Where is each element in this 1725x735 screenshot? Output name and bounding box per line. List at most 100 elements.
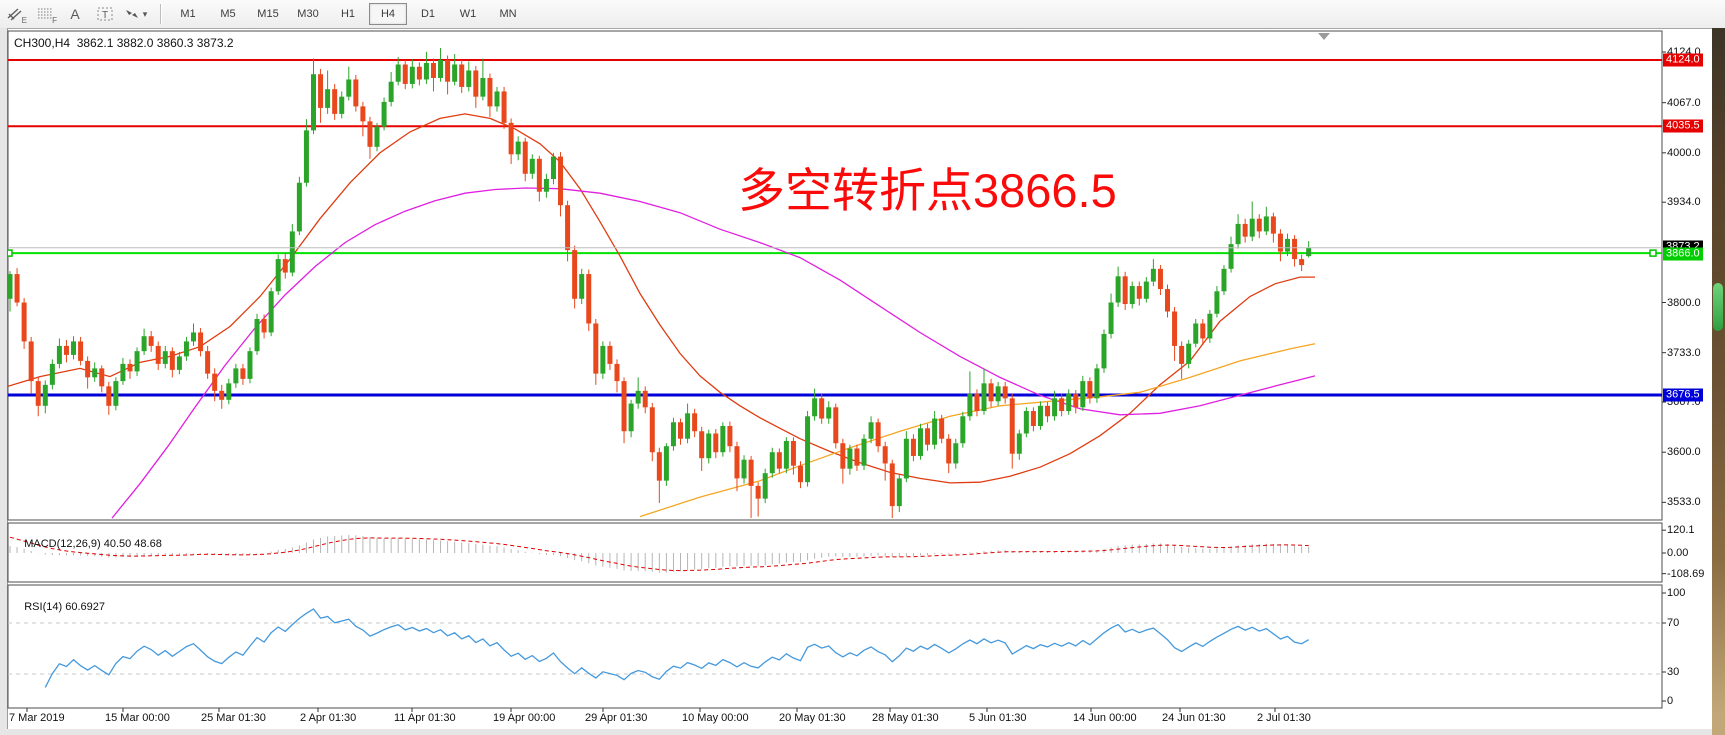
candle-up (1306, 247, 1312, 257)
tool-subscript: F (52, 16, 57, 25)
hline-handle[interactable] (6, 249, 13, 257)
candle-down (282, 259, 288, 273)
timeframe-button-m5[interactable]: M5 (220, 8, 236, 20)
candle-down (939, 418, 945, 439)
candle-down (755, 485, 761, 499)
candle-up (8, 274, 13, 299)
timeframe-button-h4[interactable]: H4 (369, 3, 407, 25)
rsi-value: 60.6927 (65, 601, 105, 613)
toolbar-separator (160, 4, 162, 24)
candle-up (1066, 393, 1072, 412)
candle-down (78, 341, 84, 361)
candle-up (339, 96, 345, 114)
candle-down (776, 452, 782, 469)
candle-down (854, 448, 860, 466)
candle-up (896, 478, 902, 507)
price-axis-label: 3934.0 (1667, 196, 1701, 209)
candle-up (1235, 223, 1241, 245)
rsi-chart (8, 608, 1662, 688)
candle-down (833, 407, 839, 444)
candle-up (1249, 218, 1255, 237)
arrow-tools-button[interactable]: ▾ (121, 2, 149, 26)
date-axis-label: 11 Apr 01:30 (394, 712, 456, 724)
candle-down (946, 438, 952, 464)
candle-up (826, 407, 832, 419)
candle-up (543, 179, 549, 192)
date-axis-label: 10 May 00:00 (682, 712, 749, 724)
candle-down (1122, 276, 1128, 305)
candle-up (176, 356, 182, 370)
candle-up (494, 91, 500, 107)
candle-down (882, 446, 888, 464)
macd-axis-label: 0.00 (1667, 547, 1689, 559)
candle-down (607, 345, 613, 364)
candle-down (99, 368, 105, 387)
rsi-axis-label: 70 (1667, 617, 1680, 629)
timeframe-button-mn[interactable]: MN (499, 8, 517, 20)
candle-up (388, 81, 394, 102)
hline-handle[interactable] (1649, 249, 1657, 257)
candle-down (212, 373, 218, 391)
candle-down (734, 446, 740, 479)
timeframe-button-w1[interactable]: W1 (459, 8, 477, 20)
candle-down (35, 381, 41, 406)
candle-up (466, 70, 472, 87)
right-edge-scrollbar[interactable] (1712, 28, 1725, 735)
candle-down (508, 122, 514, 155)
candle-down (565, 205, 571, 251)
rsi-axis-label: 100 (1667, 587, 1686, 599)
scrollbar-thumb[interactable] (1713, 283, 1723, 331)
candle-up (191, 332, 197, 342)
timeframe-button-m15[interactable]: M15 (257, 8, 279, 20)
candle-down (925, 428, 931, 445)
candle-down (797, 465, 803, 483)
macd-chart (9, 534, 1310, 573)
candle-down (332, 89, 338, 114)
timeframe-button-m1[interactable]: M1 (180, 8, 196, 20)
candle-up (995, 386, 1001, 402)
arrow-tools-icon (125, 10, 138, 18)
candle-up (720, 426, 726, 453)
candle-down (889, 463, 895, 507)
date-axis-label: 7 Mar 2019 (9, 712, 65, 724)
candle-up (1214, 291, 1220, 314)
candle-up (56, 345, 62, 364)
candle-up (600, 345, 606, 374)
ma-fast-red (8, 113, 1315, 484)
candle-down (360, 106, 366, 122)
timeframe-button-h1[interactable]: H1 (340, 8, 356, 20)
chart-shift-marker-icon[interactable] (1318, 33, 1330, 40)
equidistant-channel-button[interactable]: E (1, 2, 29, 26)
candle-down (748, 459, 754, 486)
candle-up (480, 77, 486, 97)
fibonacci-retracement-button[interactable]: F (31, 2, 59, 26)
candle-up (120, 363, 126, 382)
candle-up (310, 74, 316, 131)
text-label-button[interactable]: A (61, 2, 89, 26)
candle-up (769, 452, 775, 474)
timeframe-button-d1[interactable]: D1 (420, 8, 436, 20)
candle-up (42, 384, 48, 406)
candle-up (1193, 323, 1199, 344)
date-axis-label: 15 Mar 00:00 (105, 712, 170, 724)
timeframe-button-m30[interactable]: M30 (297, 8, 319, 20)
candle-down (1277, 233, 1283, 252)
candle-up (967, 393, 973, 417)
candle-down (692, 413, 698, 432)
candle-up (741, 459, 747, 479)
text-box-button[interactable]: T (91, 2, 119, 26)
candle-up (861, 438, 867, 466)
candle-down (678, 422, 684, 439)
ma-slow-magenta (111, 187, 1316, 519)
candle-down (1292, 238, 1298, 260)
candle-down (416, 66, 422, 80)
candle-down (501, 91, 507, 123)
candle-down (169, 351, 175, 370)
candle-down (85, 360, 91, 378)
candle-down (367, 121, 373, 147)
candle-up (981, 383, 987, 412)
candle-up (1115, 276, 1121, 303)
date-axis-label: 2 Jul 01:30 (1257, 712, 1311, 724)
rsi-label: RSI(14) 60.6927 (12, 589, 105, 625)
